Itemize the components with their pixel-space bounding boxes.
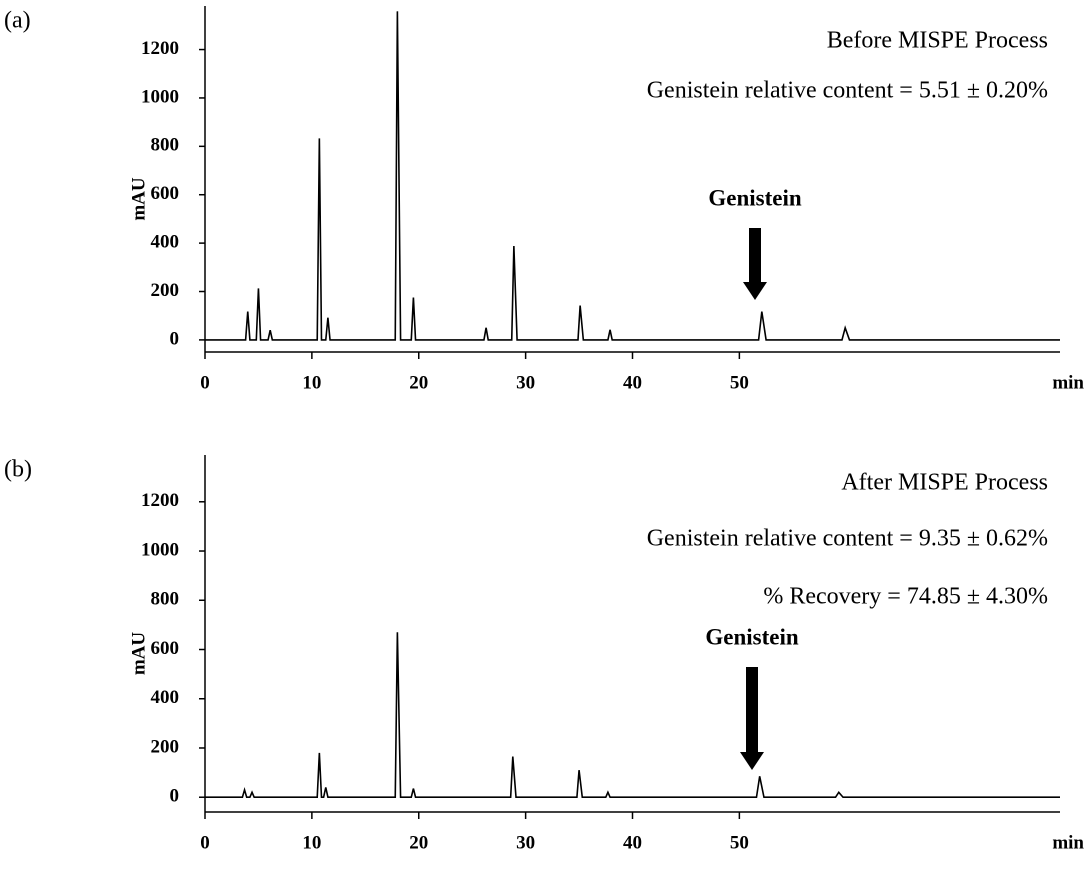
x-tick-label: 50 (730, 372, 749, 393)
y-tick-label: 800 (151, 589, 180, 610)
x-tick-label: 40 (623, 832, 642, 853)
y-tick-label: 200 (151, 736, 180, 757)
trace (205, 11, 1060, 341)
y-tick-label: 600 (151, 183, 180, 204)
trace (205, 632, 1060, 799)
x-tick-label: 10 (302, 832, 321, 853)
y-tick-label: 0 (170, 328, 180, 349)
y-tick-label: 200 (151, 280, 180, 301)
y-axis-label: mAU (128, 632, 149, 676)
y-tick-label: 1000 (141, 539, 179, 560)
panel-label: (a) (4, 8, 31, 34)
x-tick-label: 0 (200, 372, 210, 393)
x-tick-label: 10 (302, 372, 321, 393)
peak-label: Genistein (705, 624, 798, 649)
annotation: Genistein relative content = 5.51 ± 0.20… (647, 78, 1048, 104)
x-axis-label: min (1052, 372, 1084, 393)
x-tick-label: 40 (623, 372, 642, 393)
arrow-head (743, 282, 767, 300)
annotation: Before MISPE Process (827, 28, 1048, 54)
x-tick-label: 20 (409, 372, 428, 393)
panel-label: (b) (4, 457, 32, 483)
arrow-head (740, 752, 764, 770)
x-tick-label: 30 (516, 832, 535, 853)
y-tick-label: 800 (151, 135, 180, 156)
y-axis-label: mAU (128, 177, 149, 221)
x-tick-label: 0 (200, 832, 210, 853)
arrow-shaft (746, 667, 758, 754)
arrow-shaft (749, 228, 761, 284)
x-tick-label: 20 (409, 832, 428, 853)
y-tick-label: 1000 (141, 86, 179, 107)
y-tick-label: 600 (151, 638, 180, 659)
annotation: Genistein relative content = 9.35 ± 0.62… (647, 526, 1048, 552)
y-tick-label: 400 (151, 231, 180, 252)
x-axis-label: min (1052, 832, 1084, 853)
peak-label: Genistein (708, 185, 801, 210)
x-tick-label: 30 (516, 372, 535, 393)
annotation: After MISPE Process (841, 470, 1048, 496)
y-tick-label: 1200 (141, 38, 179, 59)
y-tick-label: 1200 (141, 490, 179, 511)
annotation: % Recovery = 74.85 ± 4.30% (763, 584, 1048, 610)
y-tick-label: 400 (151, 687, 180, 708)
y-tick-label: 0 (170, 786, 180, 807)
x-tick-label: 50 (730, 832, 749, 853)
